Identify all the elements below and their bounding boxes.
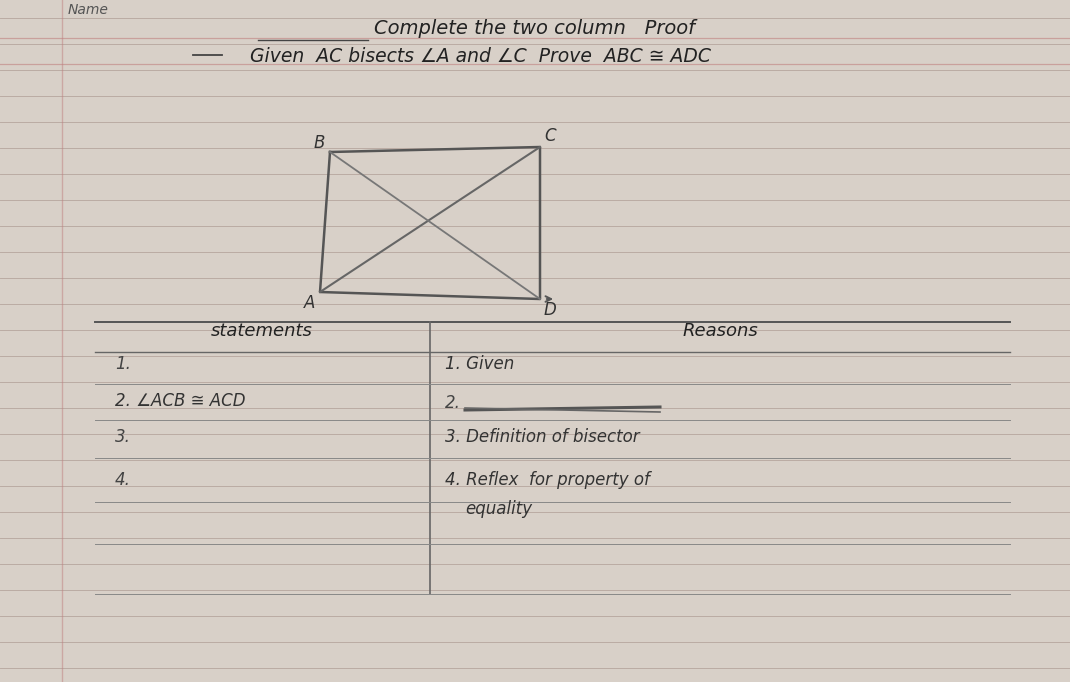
- Text: Complete the two column   Proof: Complete the two column Proof: [374, 19, 696, 38]
- Text: 2.: 2.: [445, 394, 461, 412]
- Text: Reasons: Reasons: [683, 322, 758, 340]
- Text: statements: statements: [211, 322, 312, 340]
- Text: 3.: 3.: [114, 428, 131, 446]
- Text: 1.: 1.: [114, 355, 131, 373]
- Text: A: A: [304, 294, 316, 312]
- Text: Name: Name: [68, 3, 109, 17]
- Text: 2. ∠ACB ≅ ACD: 2. ∠ACB ≅ ACD: [114, 392, 245, 410]
- Text: Given  AC bisects ∠A and ∠C  Prove  ABC ≅ ADC: Given AC bisects ∠A and ∠C Prove ABC ≅ A…: [249, 47, 710, 66]
- Text: 4.: 4.: [114, 471, 131, 489]
- Text: D: D: [544, 301, 556, 319]
- Text: B: B: [314, 134, 325, 152]
- Text: C: C: [544, 127, 555, 145]
- Text: 4. Reflex  for property of: 4. Reflex for property of: [445, 471, 649, 489]
- Text: 3. Definition of bisector: 3. Definition of bisector: [445, 428, 640, 446]
- Text: equality: equality: [465, 500, 532, 518]
- Text: 1. Given: 1. Given: [445, 355, 515, 373]
